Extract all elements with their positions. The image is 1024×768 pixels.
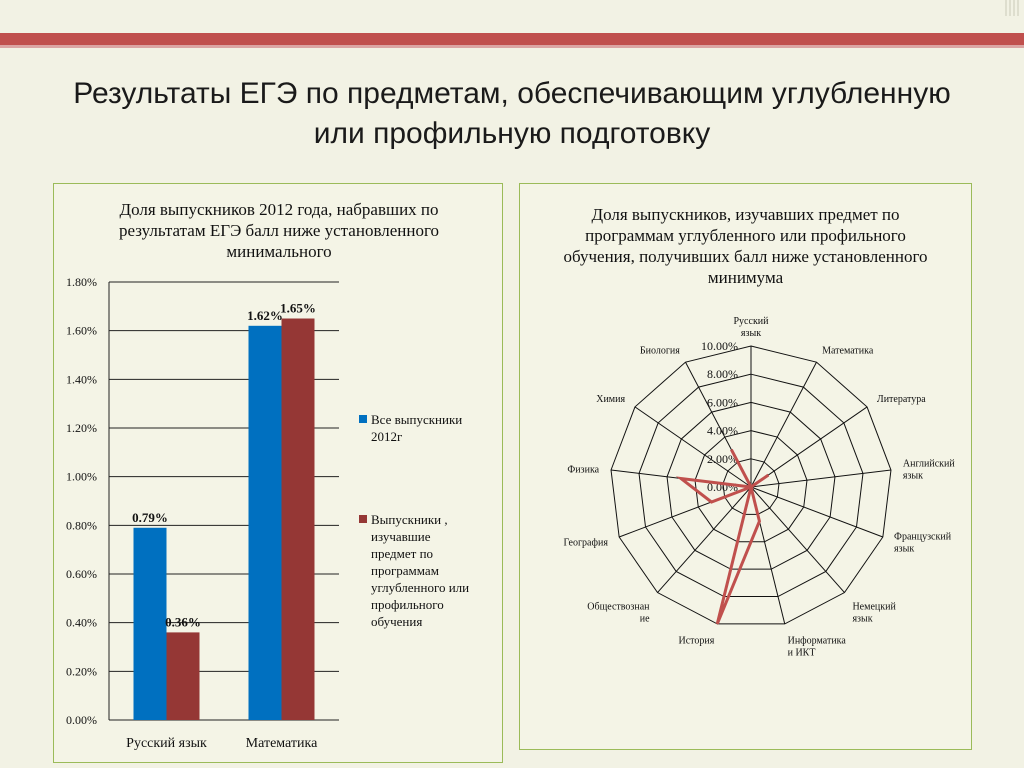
radar-category-label: Физика [567, 465, 599, 476]
legend-swatch [359, 515, 367, 523]
radar-ring [610, 345, 892, 625]
accent-bar [0, 33, 1024, 45]
legend-label: Все выпускники 2012г [371, 412, 462, 444]
bar-chart-title: Доля выпускников 2012 года, набравших по… [118, 200, 440, 261]
y-tick-label: 1.40% [66, 372, 97, 386]
y-tick-label: 0.00% [66, 713, 97, 727]
radar-tick-label: 6.00% [707, 395, 738, 409]
y-tick-label: 1.60% [66, 324, 97, 338]
radar-spoke [634, 406, 752, 488]
legend-label: Выпускники , изучавшие предмет по программа… [371, 512, 469, 629]
x-tick-label: Математика [246, 736, 318, 751]
radar-ring [666, 401, 836, 570]
radar-spoke [750, 486, 845, 593]
radar-tick-label: 8.00% [707, 367, 738, 381]
accent-bar-thin [0, 45, 1024, 48]
x-tick-label: Русский язык [126, 736, 207, 751]
radar-spoke [750, 486, 884, 538]
radar-spoke [750, 406, 868, 488]
radar-ring [722, 458, 780, 515]
bar-chart: 0.00% 0.20% 0.40% 0.60% 0.80% 1.00% 1.20% 1.40%… [66, 275, 469, 751]
radar-category-label: Биология [640, 346, 680, 357]
radar-category-label: География [564, 537, 609, 548]
data-label: 1.62% [247, 308, 283, 323]
y-tick-label: 0.80% [66, 518, 97, 532]
slide-title: Результаты ЕГЭ по предметам, обеспечиваю… [73, 77, 951, 150]
y-tick-label: 1.20% [66, 421, 97, 435]
radar-category-label: Химия [596, 394, 625, 405]
legend-swatch [359, 415, 367, 423]
y-tick-label: 1.00% [66, 470, 97, 484]
y-tick-label: 0.60% [66, 567, 97, 581]
y-tick-label: 0.40% [66, 616, 97, 630]
radar-chart: 0.00%2.00%4.00%6.00%8.00%10.00%Русский яз… [564, 316, 956, 659]
radar-tick-label: 4.00% [707, 424, 738, 438]
radar-category-label: Литература [877, 394, 926, 405]
radar-chart-panel: Доля выпускников, изучавших предмет по п… [519, 183, 972, 750]
radar-category-label: Математика [822, 346, 874, 357]
y-tick-label: 1.80% [66, 275, 97, 289]
radar-category-label: Французский язык [894, 531, 952, 554]
radar-ring [638, 373, 864, 598]
corner-stripes [1005, 0, 1019, 16]
radar-spoke [750, 469, 892, 488]
bar [133, 527, 167, 720]
data-label: 1.65% [280, 301, 316, 316]
radar-series-line [675, 448, 770, 625]
data-label: 0.36% [165, 614, 201, 629]
data-label: 0.79% [132, 510, 168, 525]
radar-chart-title: Доля выпускников, изучавших предмет по п… [563, 205, 928, 287]
bar [166, 632, 200, 720]
radar-category-label: Английский язык [903, 459, 956, 482]
bar [281, 318, 315, 720]
radar-category-label: Обществознан ие [587, 602, 650, 625]
radar-spoke [750, 361, 817, 488]
radar-category-label: Немецкий язык [852, 602, 896, 625]
radar-category-label: История [679, 636, 715, 647]
radar-tick-label: 10.00% [701, 339, 738, 353]
bar-chart-panel: Доля выпускников 2012 года, набравших по… [53, 183, 503, 763]
radar-category-label: Русский язык [734, 316, 770, 339]
bar [248, 325, 282, 720]
y-tick-label: 0.20% [66, 664, 97, 678]
radar-spoke [657, 486, 752, 593]
radar-category-label: Информатика и ИКТ [788, 636, 847, 659]
radar-tick-label: 2.00% [707, 452, 738, 466]
